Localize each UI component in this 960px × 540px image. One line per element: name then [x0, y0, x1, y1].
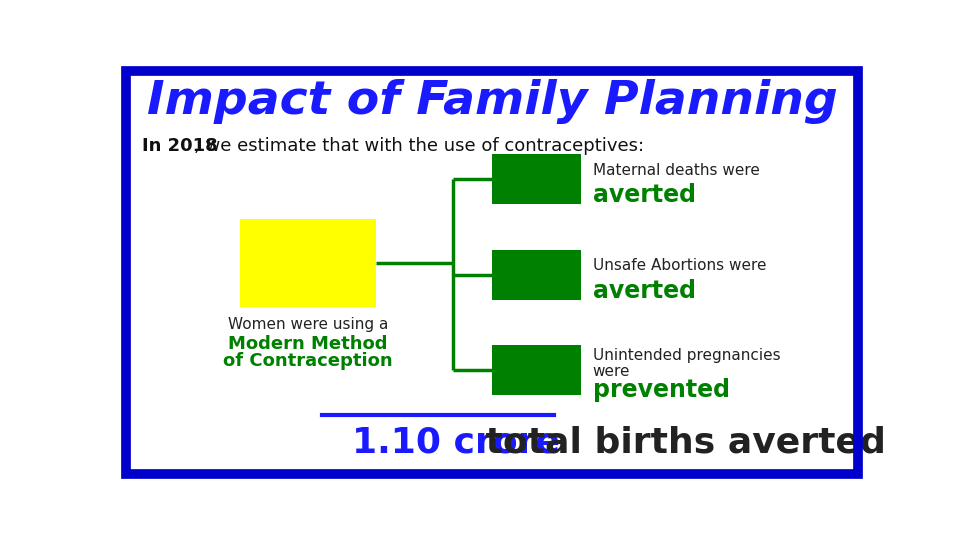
Text: were: were: [592, 364, 631, 379]
Text: , we estimate that with the use of contraceptives:: , we estimate that with the use of contr…: [194, 137, 644, 154]
Text: 13.9+: 13.9+: [249, 235, 368, 269]
Text: Modern Method: Modern Method: [228, 335, 388, 353]
Text: Unintended pregnancies: Unintended pregnancies: [592, 348, 780, 363]
Bar: [492, 250, 581, 300]
Text: In 2018: In 2018: [142, 137, 218, 154]
Text: prevented: prevented: [592, 379, 730, 402]
Text: total births averted: total births averted: [472, 425, 885, 459]
Bar: [492, 154, 581, 204]
Text: 23,000: 23,000: [493, 169, 580, 189]
Text: 18.2+: 18.2+: [500, 259, 573, 279]
Text: Women were using a: Women were using a: [228, 317, 388, 332]
Text: Crores: Crores: [512, 376, 562, 392]
Bar: [492, 346, 581, 395]
Text: averted: averted: [592, 279, 696, 303]
Text: Impact of Family Planning: Impact of Family Planning: [147, 79, 837, 124]
Bar: [240, 219, 375, 307]
Text: Lakhs: Lakhs: [515, 281, 559, 296]
Text: 5.44+: 5.44+: [500, 354, 573, 374]
Text: Maternal deaths were: Maternal deaths were: [592, 163, 759, 178]
Text: Crores: Crores: [272, 273, 344, 293]
Text: 1.10 crore: 1.10 crore: [352, 425, 561, 459]
Text: of Contraception: of Contraception: [223, 352, 393, 370]
Text: averted: averted: [592, 183, 696, 207]
Text: Unsafe Abortions were: Unsafe Abortions were: [592, 258, 766, 273]
